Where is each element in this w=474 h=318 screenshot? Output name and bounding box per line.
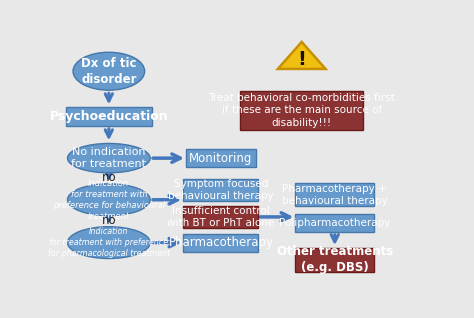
FancyBboxPatch shape xyxy=(295,183,374,206)
Text: No indication
for treatment: No indication for treatment xyxy=(72,147,146,169)
Text: Pharmacotherapy +
behavioural therapy: Pharmacotherapy + behavioural therapy xyxy=(282,184,388,206)
FancyBboxPatch shape xyxy=(295,214,374,232)
Text: !: ! xyxy=(297,50,306,69)
Text: Dx of tic
disorder: Dx of tic disorder xyxy=(81,57,137,86)
FancyBboxPatch shape xyxy=(183,233,258,252)
Text: Insufficient control
with BT or PhT alone: Insufficient control with BT or PhT alon… xyxy=(167,206,274,228)
Text: Polipharmacotherapy: Polipharmacotherapy xyxy=(279,218,391,228)
Text: Monitoring: Monitoring xyxy=(189,152,253,165)
FancyBboxPatch shape xyxy=(240,91,363,130)
FancyBboxPatch shape xyxy=(186,149,255,167)
Polygon shape xyxy=(278,42,326,69)
Ellipse shape xyxy=(67,184,150,216)
Text: Treat behavioral co-morbidities first
if these are the main source of
disability: Treat behavioral co-morbidities first if… xyxy=(209,93,395,128)
Text: Indication
for treatment with preference
for pharmacological treatment: Indication for treatment with preference… xyxy=(48,227,170,258)
FancyBboxPatch shape xyxy=(183,179,258,201)
Text: Pharmacotherapy: Pharmacotherapy xyxy=(168,236,273,249)
Ellipse shape xyxy=(67,227,150,259)
FancyBboxPatch shape xyxy=(295,248,374,272)
Text: no: no xyxy=(101,214,116,227)
FancyBboxPatch shape xyxy=(66,107,152,126)
Text: Psychoeducation: Psychoeducation xyxy=(49,110,168,123)
Ellipse shape xyxy=(73,52,145,90)
Text: Symptom focused
behavioural therapy: Symptom focused behavioural therapy xyxy=(168,179,274,201)
Text: Indication
for treatment with
preference for behavioural
treatment: Indication for treatment with preference… xyxy=(53,179,165,221)
FancyBboxPatch shape xyxy=(183,206,258,228)
Text: no: no xyxy=(101,171,116,184)
Text: Other treatments
(e.g. DBS): Other treatments (e.g. DBS) xyxy=(277,245,393,274)
Ellipse shape xyxy=(67,143,150,173)
